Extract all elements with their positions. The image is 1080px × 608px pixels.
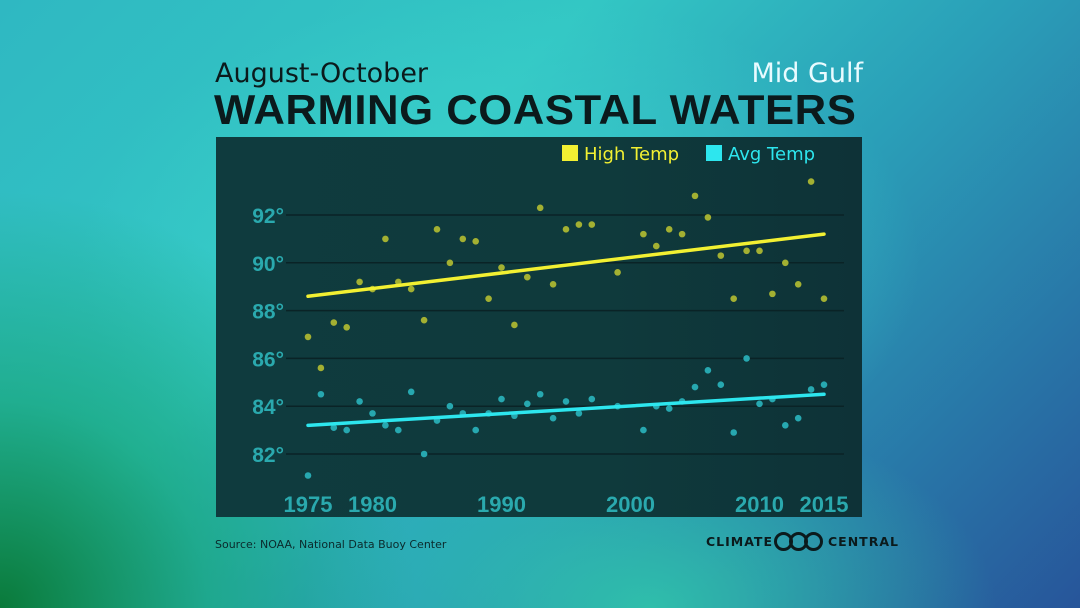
data-point-high bbox=[407, 285, 415, 293]
data-point-high bbox=[717, 252, 725, 259]
data-point-high bbox=[820, 295, 828, 302]
data-point-high bbox=[562, 226, 570, 233]
data-point-high bbox=[756, 247, 763, 255]
y-tick-label: 86° bbox=[252, 348, 284, 371]
data-point-high bbox=[330, 319, 338, 326]
data-point-high bbox=[498, 264, 505, 271]
source-note: Source: NOAA, National Data Buoy Center bbox=[215, 538, 447, 551]
legend-label: High Temp bbox=[584, 144, 679, 165]
y-tick-label: 82° bbox=[252, 444, 284, 467]
data-point-high bbox=[588, 221, 596, 228]
x-tick-label: 2000 bbox=[606, 492, 655, 517]
data-point-avg bbox=[717, 381, 725, 388]
data-point-high bbox=[704, 214, 712, 221]
legend-swatch bbox=[706, 145, 722, 161]
scatter-plot: 82° 84° 86° 88° 90° 92° 1975 1980 1990 2000 2010 20… bbox=[252, 144, 849, 517]
data-point-high bbox=[459, 235, 467, 243]
x-tick-label: 1975 bbox=[284, 492, 333, 517]
data-point-avg bbox=[446, 402, 454, 410]
data-point-high bbox=[794, 281, 802, 288]
legend-label: Avg Temp bbox=[728, 144, 815, 165]
data-point-avg bbox=[369, 410, 376, 417]
data-point-high bbox=[653, 242, 660, 250]
data-point-avg bbox=[395, 426, 402, 434]
data-point-avg bbox=[472, 426, 480, 434]
data-point-high bbox=[769, 290, 776, 298]
logo-text-left: CLIMATE bbox=[706, 534, 773, 549]
chart-title: WARMING COASTAL WATERS bbox=[214, 86, 857, 133]
data-point-avg bbox=[640, 426, 647, 434]
data-point-avg bbox=[382, 422, 389, 429]
data-point-high bbox=[536, 204, 544, 212]
logo-rings-icon bbox=[774, 532, 823, 551]
climate-central-logo: CLIMATE CENTRAL bbox=[706, 532, 899, 551]
data-point-high bbox=[433, 226, 441, 233]
data-point-avg bbox=[407, 388, 415, 396]
data-point-high bbox=[317, 364, 325, 372]
data-point-high bbox=[524, 273, 531, 281]
logo-text-right: CENTRAL bbox=[828, 534, 899, 549]
data-point-high bbox=[743, 247, 750, 255]
data-point-avg bbox=[756, 400, 763, 408]
data-point-avg bbox=[691, 383, 699, 391]
data-point-high bbox=[640, 230, 647, 238]
data-point-avg bbox=[330, 424, 338, 432]
data-point-high bbox=[382, 235, 389, 243]
data-point-high bbox=[807, 178, 815, 185]
x-tick-label: 2010 bbox=[735, 492, 784, 517]
chart-panel: 82° 84° 86° 88° 90° 92° 1975 1980 1990 2000 2010 20… bbox=[216, 137, 862, 517]
data-point-avg bbox=[498, 395, 505, 403]
data-point-high bbox=[485, 295, 492, 302]
x-tick-label: 1980 bbox=[348, 492, 397, 517]
data-point-high bbox=[614, 269, 621, 276]
data-point-high bbox=[472, 237, 480, 245]
data-point-avg bbox=[782, 422, 789, 429]
data-point-high bbox=[420, 316, 428, 324]
y-tick-label: 84° bbox=[252, 396, 284, 419]
region-label: Mid Gulf bbox=[751, 58, 863, 89]
data-point-high bbox=[304, 333, 312, 341]
data-point-avg bbox=[588, 395, 596, 403]
y-tick-label: 90° bbox=[252, 253, 284, 276]
data-point-avg bbox=[794, 414, 802, 422]
data-point-high bbox=[678, 230, 686, 238]
data-point-avg bbox=[343, 426, 350, 434]
data-point-avg bbox=[807, 386, 815, 393]
data-point-high bbox=[782, 259, 789, 267]
data-point-avg bbox=[549, 414, 557, 422]
trend-line-high bbox=[306, 232, 826, 299]
data-point-high bbox=[575, 221, 583, 228]
data-point-avg bbox=[317, 390, 325, 398]
data-point-high bbox=[691, 192, 699, 200]
data-point-high bbox=[665, 226, 673, 233]
y-tick-label: 92° bbox=[252, 205, 284, 228]
data-point-high bbox=[549, 281, 557, 288]
trend-line-avg bbox=[306, 392, 826, 428]
x-tick-label: 2015 bbox=[800, 492, 849, 517]
data-point-avg bbox=[730, 429, 737, 436]
data-point-avg bbox=[420, 450, 428, 458]
data-point-avg bbox=[536, 390, 544, 398]
data-point-high bbox=[446, 259, 454, 267]
y-tick-label: 88° bbox=[252, 301, 284, 324]
data-point-high bbox=[343, 324, 350, 331]
data-point-high bbox=[356, 278, 363, 286]
x-tick-label: 1990 bbox=[477, 492, 526, 517]
data-point-avg bbox=[524, 400, 531, 408]
data-point-avg bbox=[743, 355, 750, 362]
data-point-avg bbox=[820, 381, 828, 388]
data-point-avg bbox=[704, 367, 712, 374]
data-point-avg bbox=[562, 398, 570, 405]
legend-swatch bbox=[562, 145, 578, 161]
data-point-high bbox=[730, 295, 737, 302]
data-point-avg bbox=[304, 472, 312, 479]
data-point-high bbox=[511, 321, 518, 329]
chart-subtitle: August-October bbox=[215, 58, 429, 89]
data-point-avg bbox=[356, 398, 363, 405]
data-point-avg bbox=[575, 410, 583, 417]
data-point-avg bbox=[665, 405, 673, 412]
